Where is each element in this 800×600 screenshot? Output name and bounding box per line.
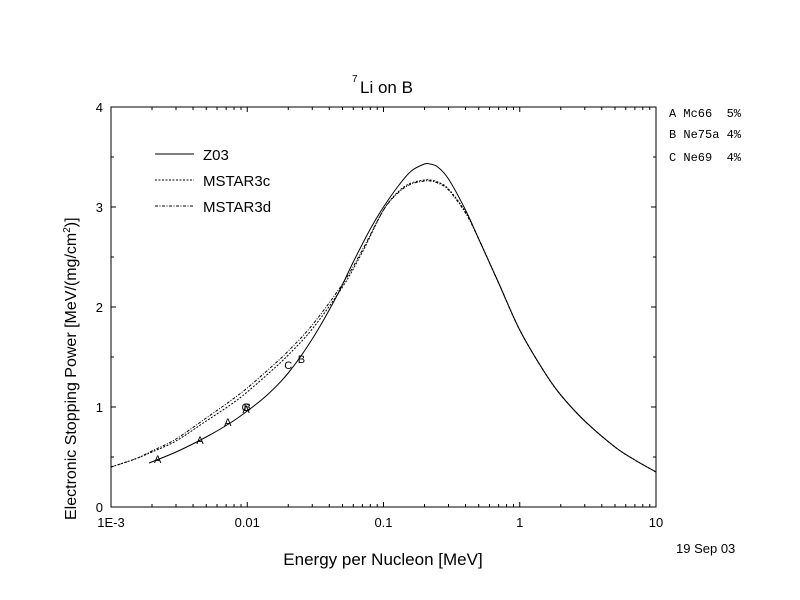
axis-tick-labels: 1E-3 0.01 0.1 1 10 0 1 2 3 4 [96,100,663,530]
date-stamp: 19 Sep 03 [676,541,735,556]
reference-legend-c: C Ne69 4% [669,151,742,165]
reference-legend-b: B Ne75a 4% [669,128,742,142]
x-tick-label: 0.1 [374,515,392,530]
data-marker-a: A [224,417,232,429]
y-axis-label: Electronic Stopping Power [MeV/(mg/cm2)] [62,217,80,520]
data-marker-a: A [196,435,204,447]
legend-label-z03: Z03 [203,147,229,164]
y-tick-label: 0 [96,500,103,515]
x-tick-label: 1E-3 [97,515,124,530]
series-line-mstar3c [110,179,657,473]
series-line-mstar3d [110,180,657,473]
series-lines [110,162,657,473]
reference-legend-a: A Mc66 5% [669,107,742,121]
plot-frame [110,106,657,508]
x-tick-label: 0.01 [235,515,260,530]
series-legend: Z03 MSTAR3c MSTAR3d [155,147,271,216]
y-tick-label: 2 [96,300,103,315]
chart-title-superscript: 7 [352,74,358,85]
y-axis-label-main: Electronic Stopping Power [MeV/(mg/cm [63,233,80,520]
data-marker-b: B [298,354,305,366]
axis-ticks [110,106,657,508]
x-axis-label: Energy per Nucleon [MeV] [283,550,482,569]
y-axis-label-superscript: 2 [62,227,73,233]
data-marker-c: C [241,402,249,414]
y-axis-label-end: )] [63,217,80,227]
y-tick-label: 1 [96,400,103,415]
reference-legend: A Mc66 5% B Ne75a 4% C Ne69 4% [669,107,742,165]
legend-label-mstar3c: MSTAR3c [203,173,271,190]
y-tick-label: 3 [96,200,103,215]
data-marker-a: A [242,404,250,416]
data-marker-c: C [284,360,292,372]
data-marker-b: B [244,402,251,414]
legend-label-mstar3d: MSTAR3d [203,199,271,216]
x-tick-label: 10 [649,515,663,530]
chart-title: Li on B [360,78,413,97]
x-tick-label: 1 [516,515,523,530]
data-marker-a: A [154,454,162,466]
y-tick-label: 4 [96,100,103,115]
